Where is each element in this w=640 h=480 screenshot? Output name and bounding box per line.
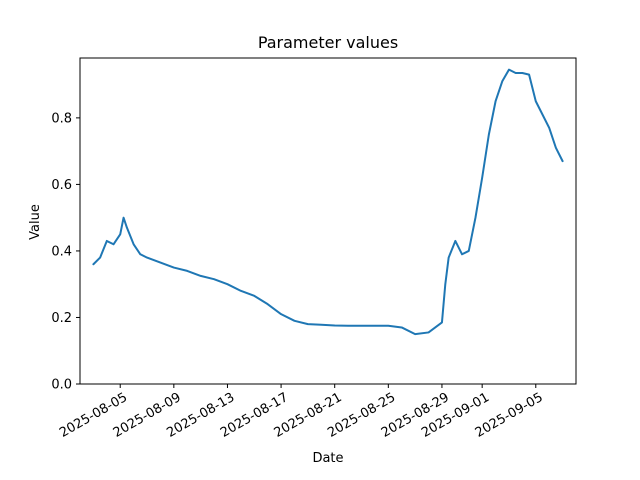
data-point: [240, 290, 242, 292]
data-point: [307, 323, 309, 325]
data-point: [186, 270, 188, 272]
data-point: [468, 250, 470, 252]
x-axis-label: Date: [312, 451, 343, 466]
data-point: [253, 295, 255, 297]
data-point: [535, 100, 537, 102]
data-point: [474, 217, 477, 219]
data-point: [347, 325, 349, 327]
data-point: [494, 100, 497, 102]
x-axis: 2025-08-052025-08-092025-08-132025-08-17…: [57, 384, 546, 441]
data-point: [226, 283, 229, 285]
data-point: [488, 133, 490, 136]
y-tick-label: 0.2: [51, 311, 72, 326]
data-point: [548, 127, 550, 129]
data-point: [106, 240, 108, 242]
data-point: [99, 256, 101, 259]
y-tick-label: 0.4: [51, 244, 72, 259]
data-point: [280, 313, 282, 315]
data-point: [387, 325, 389, 327]
data-point: [119, 233, 121, 235]
data-point: [92, 263, 95, 265]
data-point: [112, 243, 115, 245]
data-point: [427, 331, 430, 334]
data-point: [401, 326, 403, 329]
data-point: [434, 326, 436, 329]
data-point: [334, 324, 336, 327]
data-point: [293, 320, 296, 322]
data-point: [441, 321, 443, 324]
data-point: [414, 333, 416, 335]
y-tick-label: 0.6: [51, 178, 72, 193]
plot-background: [80, 58, 576, 384]
chart-title: Parameter values: [258, 33, 398, 52]
data-point: [139, 253, 141, 255]
y-axis-label: Value: [28, 204, 43, 240]
data-point: [122, 217, 125, 219]
data-point: [528, 74, 530, 76]
plot-frame: [79, 57, 577, 385]
plot-area: [80, 58, 576, 384]
data-point: [267, 303, 269, 305]
y-tick-label: 0.8: [51, 111, 72, 126]
y-axis: 0.0 0.2 0.4 0.6 0.8: [51, 111, 80, 393]
data-point: [146, 256, 148, 259]
data-point: [561, 160, 564, 162]
data-point: [481, 177, 483, 179]
data-point: [501, 80, 503, 82]
data-point: [508, 69, 510, 71]
data-point: [461, 253, 463, 255]
data-point: [444, 283, 446, 285]
data-point: [374, 325, 376, 327]
data-point: [521, 72, 523, 74]
data-point: [555, 147, 557, 149]
data-point: [173, 266, 175, 269]
data-point: [126, 227, 128, 229]
data-layer: [92, 68, 564, 336]
data-point: [213, 278, 215, 280]
data-point: [320, 324, 322, 326]
data-point: [448, 256, 450, 259]
data-point: [360, 325, 363, 327]
data-point: [159, 261, 162, 264]
data-point: [133, 243, 135, 245]
data-point: [200, 275, 202, 277]
y-tick-label: 0.0: [51, 378, 72, 393]
data-point: [515, 72, 517, 74]
axes-frame: [79, 57, 577, 385]
data-point: [454, 240, 456, 242]
